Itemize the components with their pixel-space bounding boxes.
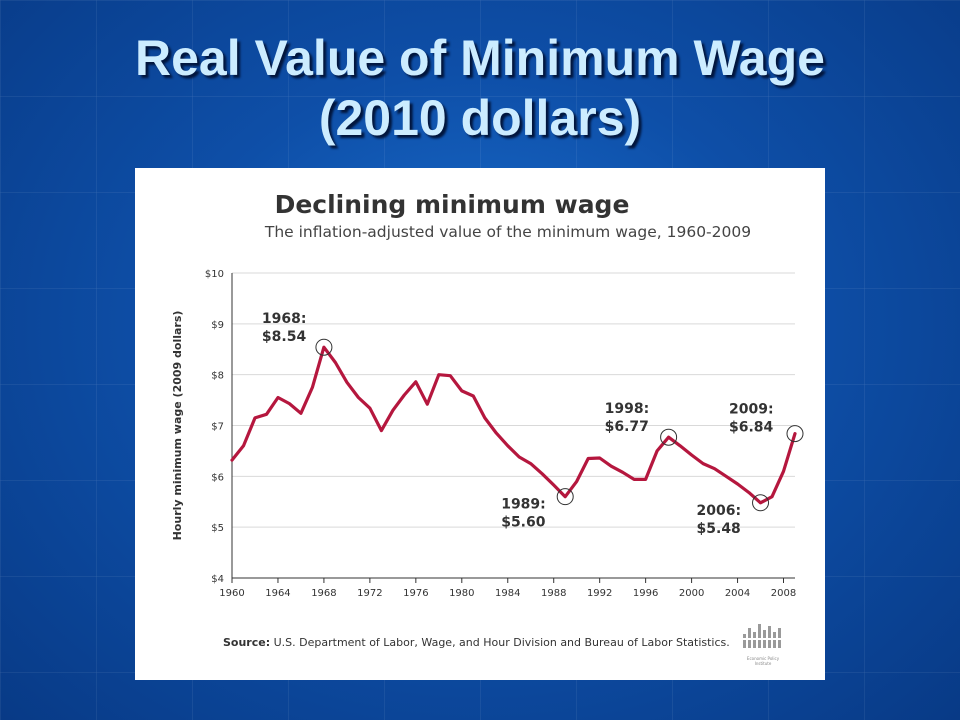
data-point — [713, 467, 716, 470]
x-tick-label: 1976 — [403, 588, 428, 599]
slide-title-line2: (2010 dollars) — [318, 90, 642, 146]
data-point — [460, 389, 463, 393]
data-point — [368, 407, 372, 410]
data-point — [380, 429, 383, 432]
data-point — [357, 396, 360, 399]
logo-text: Economic Policy Institute — [746, 656, 780, 666]
data-point — [667, 435, 670, 439]
y-axis-label: Hourly minimum wage (2009 dollars) — [171, 311, 184, 541]
y-tick-label: $6 — [211, 472, 224, 483]
data-point — [242, 444, 245, 448]
data-point — [230, 458, 234, 462]
chart-subtitle: The inflation-adjusted value of the mini… — [264, 223, 752, 241]
data-point — [311, 386, 314, 389]
data-point — [276, 396, 280, 399]
data-point — [472, 394, 475, 398]
line-chart: $4 $5 $6 $7 $8 $9 $10 1960 1964 1968 1972 1976 1980 1… — [171, 269, 804, 599]
annotation-year: 1968: — [262, 311, 307, 327]
data-point — [449, 374, 452, 377]
annotation-circle — [556, 488, 574, 506]
data-point — [759, 501, 762, 504]
annotation-value: $5.60 — [501, 515, 546, 531]
data-point — [437, 373, 441, 376]
x-tick-label: 1980 — [449, 588, 474, 599]
x-tick-label: 2000 — [679, 588, 704, 599]
data-point — [586, 457, 590, 460]
data-point — [253, 416, 257, 420]
data-point — [793, 432, 797, 435]
data-point — [334, 361, 337, 364]
series-line — [230, 345, 797, 505]
data-point — [644, 478, 647, 481]
data-point — [770, 495, 774, 498]
x-tick-label: 1984 — [495, 588, 520, 599]
data-point — [575, 480, 578, 483]
data-point — [483, 416, 486, 420]
data-point — [552, 483, 555, 487]
y-tick-label: $7 — [211, 422, 224, 433]
annotation-value: $6.77 — [605, 419, 649, 435]
source-note: Source: U.S. Department of Labor, Wage, … — [223, 636, 730, 649]
x-tick-label: 1992 — [587, 588, 612, 599]
data-point — [655, 449, 659, 453]
data-point — [506, 444, 509, 448]
data-point — [391, 409, 395, 412]
x-tick-label: 1964 — [265, 588, 290, 599]
chart-title: Declining minimum wage — [274, 190, 630, 219]
data-point — [265, 413, 268, 416]
annotation-value: $6.84 — [729, 420, 774, 436]
annotation-circle — [660, 428, 678, 446]
source-text: U.S. Department of Labor, Wage, and Hour… — [270, 636, 730, 649]
y-tick-label: $4 — [211, 574, 224, 585]
y-tick-label: $10 — [205, 269, 224, 280]
data-point — [403, 393, 406, 397]
data-point — [690, 453, 693, 457]
y-tick-label: $5 — [211, 523, 224, 534]
annotation-year: 1989: — [501, 497, 546, 513]
x-tick-label: 1968 — [311, 588, 336, 599]
epi-logo-icon — [739, 624, 787, 648]
data-point — [345, 381, 349, 384]
x-tick-label: 1996 — [633, 588, 658, 599]
chart-panel: Declining minimum wage The inflation-adj… — [135, 168, 825, 680]
annotation-year: 2006: — [697, 503, 742, 519]
data-point — [701, 462, 705, 465]
data-point — [299, 412, 303, 415]
data-point — [564, 495, 567, 498]
annotation-value: $5.48 — [697, 521, 741, 537]
data-point — [426, 402, 429, 406]
annotation-circle — [315, 338, 333, 356]
data-point — [632, 478, 636, 481]
y-tick-label: $9 — [211, 320, 224, 331]
data-point — [724, 475, 728, 478]
data-point — [747, 491, 751, 494]
data-point — [736, 482, 739, 486]
data-point — [495, 431, 498, 435]
annotation-value: $8.54 — [262, 329, 307, 345]
slide-title: Real Value of Minimum Wage (2010 dollars… — [0, 28, 960, 148]
data-point — [609, 464, 613, 468]
data-point — [529, 462, 532, 465]
data-point — [678, 444, 682, 448]
data-point — [518, 455, 521, 459]
data-point — [598, 456, 601, 460]
data-point — [621, 471, 624, 474]
x-tick-label: 1960 — [219, 588, 244, 599]
x-tick-label: 1972 — [357, 588, 382, 599]
x-tick-label: 1988 — [541, 588, 566, 599]
source-label: Source: — [223, 636, 271, 649]
data-point — [322, 346, 326, 349]
x-tick-label: 2008 — [771, 588, 796, 599]
annotation-year: 2009: — [729, 402, 774, 418]
slide-title-line1: Real Value of Minimum Wage — [135, 30, 825, 86]
y-tick-label: $8 — [211, 371, 224, 382]
data-point — [782, 470, 785, 473]
data-point — [288, 402, 291, 405]
data-point — [541, 472, 544, 475]
annotation-circle — [752, 494, 770, 512]
data-point — [414, 380, 418, 383]
annotation-circle — [786, 425, 804, 443]
x-tick-label: 2004 — [725, 588, 750, 599]
annotation-year: 1998: — [605, 401, 650, 417]
